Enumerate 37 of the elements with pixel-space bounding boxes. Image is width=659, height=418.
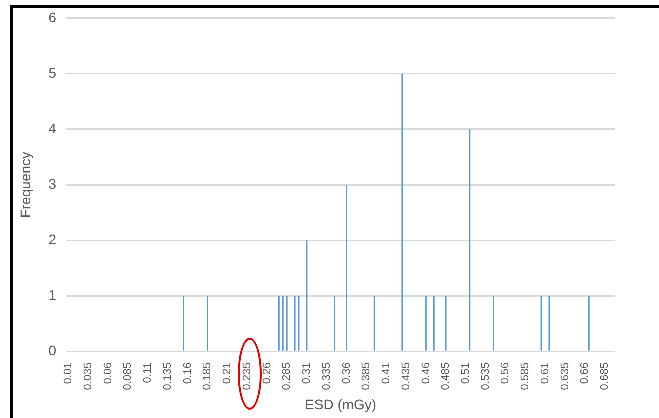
y-tick-label: 1	[48, 286, 57, 303]
x-tick-label: 0.435	[400, 362, 412, 390]
x-tick-label: 0.61	[539, 362, 552, 384]
y-tick-label: 3	[48, 176, 57, 192]
x-tick-label: 0.685	[599, 362, 612, 390]
x-tick-label: 0.41	[380, 362, 393, 384]
y-tick-label: 5	[48, 64, 57, 81]
x-tick-label: 0.085	[122, 362, 134, 390]
x-tick-label: 0.56	[500, 362, 512, 384]
x-tick-label: 0.26	[261, 362, 274, 384]
x-tick-label: 0.485	[440, 362, 452, 390]
x-tick-label: 0.06	[102, 362, 114, 384]
y-tick-label: 4	[48, 120, 57, 136]
x-tick-label: 0.46	[420, 362, 432, 384]
x-tick-label: 0.535	[480, 362, 492, 390]
y-tick-label: 2	[48, 231, 57, 248]
x-tick-label: 0.21	[222, 362, 234, 384]
x-tick-label: 0.035	[82, 362, 94, 390]
x-tick-label: 0.585	[520, 362, 532, 390]
x-tick-label: 0.635	[559, 362, 572, 390]
y-tick-label: 0	[48, 342, 57, 359]
x-tick-label: 0.36	[340, 362, 353, 384]
y-axis-title: Frequency	[17, 152, 34, 218]
x-tick-label: 0.285	[281, 362, 294, 390]
x-tick-label: 0.385	[360, 362, 373, 390]
x-tick-label: 0.51	[460, 362, 472, 384]
x-tick-label: 0.135	[162, 362, 174, 390]
x-tick-label: 0.66	[579, 362, 592, 384]
y-tick-label: 6	[48, 9, 57, 26]
x-axis-title: ESD (mGy)	[305, 396, 377, 412]
x-tick-label: 0.11	[142, 362, 154, 384]
x-tick-label: 0.01	[62, 362, 75, 384]
x-tick-label: 0.185	[202, 362, 214, 390]
x-tick-label: 0.235	[241, 362, 254, 390]
x-tick-label: 0.16	[182, 362, 194, 384]
x-tick-label: 0.335	[320, 362, 333, 390]
x-tick-label: 0.31	[301, 362, 314, 384]
